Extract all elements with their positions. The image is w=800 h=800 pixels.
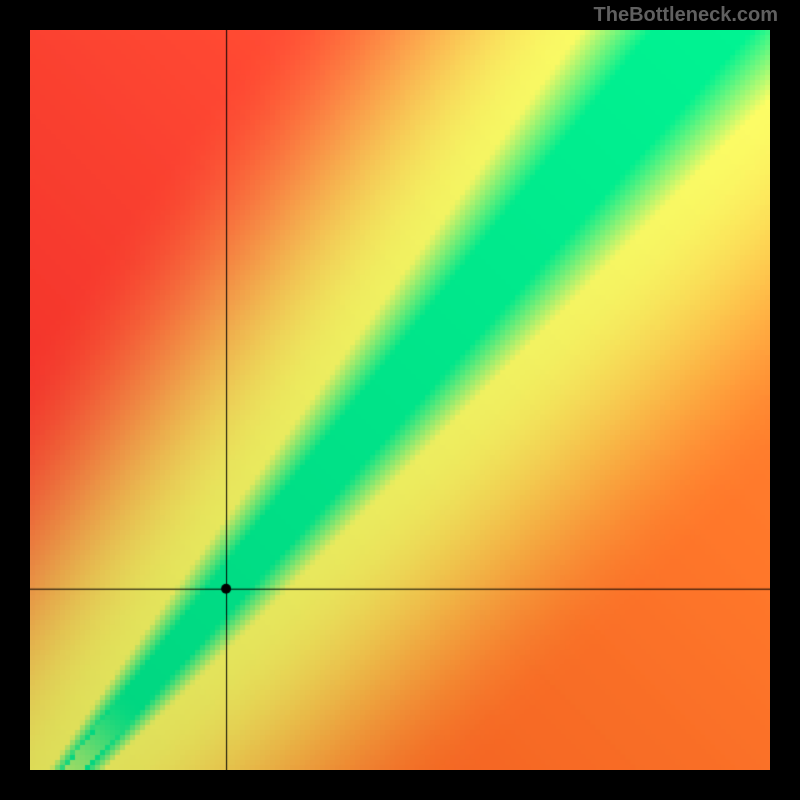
chart-container: TheBottleneck.com xyxy=(0,0,800,800)
crosshair-overlay xyxy=(30,30,770,770)
heatmap-plot xyxy=(30,30,770,770)
watermark-text: TheBottleneck.com xyxy=(594,4,778,27)
